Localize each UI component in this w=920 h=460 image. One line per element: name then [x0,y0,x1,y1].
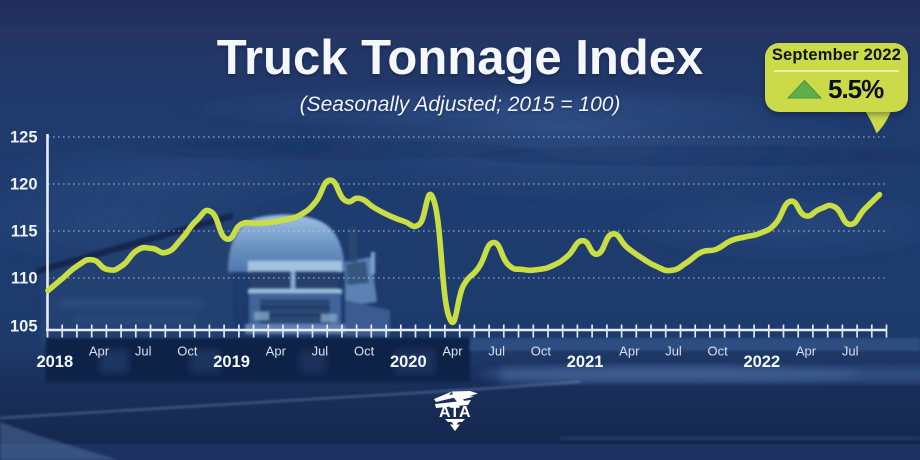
svg-text:2019: 2019 [213,353,250,371]
svg-text:Apr: Apr [796,344,817,359]
svg-text:Oct: Oct [531,344,552,359]
svg-text:2022: 2022 [743,353,780,371]
svg-text:2020: 2020 [390,353,427,371]
svg-text:Jul: Jul [135,344,152,359]
svg-text:105: 105 [10,318,38,336]
svg-text:Apr: Apr [89,344,110,359]
svg-text:Apr: Apr [266,344,287,359]
svg-text:Apr: Apr [442,344,463,359]
svg-text:120: 120 [10,176,38,194]
svg-text:110: 110 [11,270,38,288]
svg-text:2021: 2021 [567,353,604,371]
svg-text:115: 115 [11,223,38,241]
svg-text:ATA: ATA [439,404,471,421]
svg-text:Apr: Apr [619,344,640,359]
svg-text:2018: 2018 [36,353,73,371]
svg-text:Jul: Jul [488,344,505,359]
svg-text:Jul: Jul [665,344,682,359]
svg-text:Jul: Jul [312,344,329,359]
svg-text:Oct: Oct [707,344,728,359]
svg-text:125: 125 [10,129,38,147]
svg-text:Oct: Oct [177,344,198,359]
svg-text:Jul: Jul [842,344,859,359]
svg-text:Oct: Oct [354,344,375,359]
